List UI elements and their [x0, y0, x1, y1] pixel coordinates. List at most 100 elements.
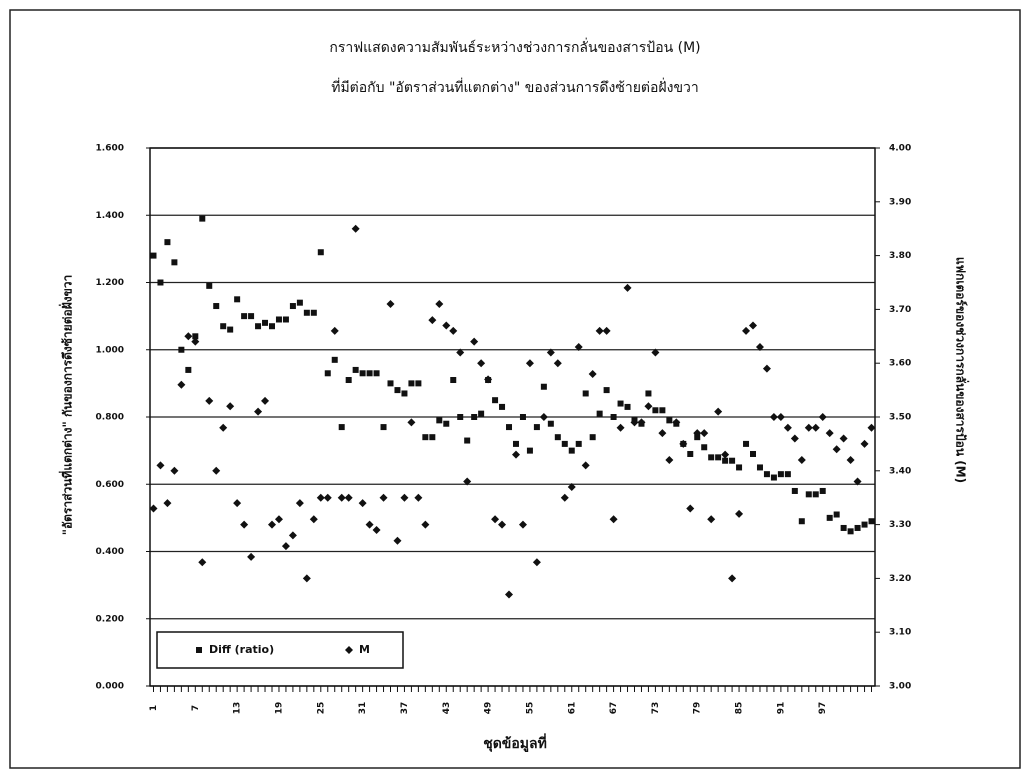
diamond-marker — [721, 451, 729, 459]
square-marker — [262, 320, 268, 326]
x-tick-label: 31 — [358, 702, 368, 715]
y-tick-label: 0.600 — [96, 480, 124, 490]
diamond-marker — [610, 515, 618, 523]
square-marker — [492, 397, 498, 403]
square-marker — [750, 451, 756, 457]
square-marker — [715, 454, 721, 460]
square-marker — [576, 441, 582, 447]
diamond-marker — [240, 521, 248, 529]
square-marker — [827, 515, 833, 521]
square-marker — [185, 367, 191, 373]
diamond-marker — [714, 408, 722, 416]
x-tick-label: 61 — [567, 702, 577, 715]
square-marker — [269, 323, 275, 329]
diamond-marker — [707, 515, 715, 523]
diamond-marker — [658, 429, 666, 437]
diamond-marker — [275, 515, 283, 523]
diamond-marker — [387, 300, 395, 308]
square-marker — [778, 471, 784, 477]
x-tick-label: 7 — [191, 705, 201, 711]
diamond-marker — [435, 300, 443, 308]
legend-label: M — [359, 643, 370, 656]
diamond-marker — [324, 494, 332, 502]
x-tick-label: 67 — [609, 702, 619, 715]
square-marker — [869, 518, 875, 524]
chart-title: กราฟแสดงความสัมพันธ์ระหว่างช่วงการกลั่นข… — [329, 38, 700, 56]
square-marker — [401, 390, 407, 396]
square-marker — [234, 296, 240, 302]
diamond-marker — [540, 413, 548, 421]
y-tick-label: 1.400 — [96, 211, 124, 221]
square-marker — [332, 357, 338, 363]
x-tick-label: 25 — [316, 702, 326, 715]
diamond-marker — [498, 521, 506, 529]
square-marker — [360, 370, 366, 376]
square-marker — [785, 471, 791, 477]
square-marker — [611, 414, 617, 420]
square-marker — [666, 417, 672, 423]
diamond-marker — [847, 456, 855, 464]
square-marker — [248, 313, 254, 319]
square-marker — [855, 525, 861, 531]
diamond-marker — [338, 494, 346, 502]
square-marker — [841, 525, 847, 531]
square-marker — [227, 327, 233, 333]
x-tick-label: 55 — [525, 702, 535, 715]
diamond-marker — [317, 494, 325, 502]
diamond-marker — [414, 494, 422, 502]
diamond-marker — [198, 558, 206, 566]
square-marker — [199, 216, 205, 222]
square-marker — [590, 434, 596, 440]
x-tick-label: 85 — [735, 702, 745, 715]
square-marker — [597, 411, 603, 417]
chart: กราฟแสดงความสัมพันธ์ระหว่างช่วงการกลั่นข… — [0, 0, 1031, 776]
square-marker — [450, 377, 456, 383]
square-marker — [687, 451, 693, 457]
y2-tick-label: 3.90 — [889, 197, 911, 207]
diamond-marker — [282, 542, 290, 550]
square-marker — [848, 528, 854, 534]
y2-tick-label: 3.40 — [889, 466, 911, 476]
square-marker — [443, 421, 449, 427]
square-marker — [799, 518, 805, 524]
square-marker — [625, 404, 631, 410]
diamond-marker — [686, 504, 694, 512]
diamond-marker — [533, 558, 541, 566]
diamond-marker — [184, 332, 192, 340]
square-marker — [541, 384, 547, 390]
y2-tick-label: 3.10 — [889, 628, 911, 638]
diamond-marker — [380, 494, 388, 502]
diamond-marker — [826, 429, 834, 437]
square-marker — [157, 280, 163, 286]
diamond-marker — [812, 424, 820, 432]
x-tick-label: 19 — [274, 702, 284, 715]
diamond-marker — [554, 359, 562, 367]
y2-tick-label: 3.30 — [889, 520, 911, 530]
square-marker — [820, 488, 826, 494]
diamond-marker — [861, 440, 869, 448]
diamond-marker — [526, 359, 534, 367]
diamond-marker — [477, 359, 485, 367]
square-marker — [555, 434, 561, 440]
square-marker — [743, 441, 749, 447]
y2-tick-label: 3.60 — [889, 359, 911, 369]
square-marker — [813, 491, 819, 497]
diamond-marker — [428, 316, 436, 324]
diamond-marker — [624, 284, 632, 292]
diamond-marker — [226, 402, 234, 410]
square-marker — [241, 313, 247, 319]
square-marker — [764, 471, 770, 477]
y2-tick-label: 3.20 — [889, 574, 911, 584]
diamond-marker — [665, 456, 673, 464]
diamond-marker — [603, 327, 611, 335]
diamond-marker — [345, 494, 353, 502]
diamond-marker — [728, 574, 736, 582]
diamond-marker — [819, 413, 827, 421]
square-marker — [422, 434, 428, 440]
y2-tick-label: 3.00 — [889, 682, 911, 692]
diamond-marker — [749, 322, 757, 330]
square-marker — [520, 414, 526, 420]
square-marker — [436, 417, 442, 423]
diamond-marker — [700, 429, 708, 437]
square-marker — [729, 458, 735, 464]
